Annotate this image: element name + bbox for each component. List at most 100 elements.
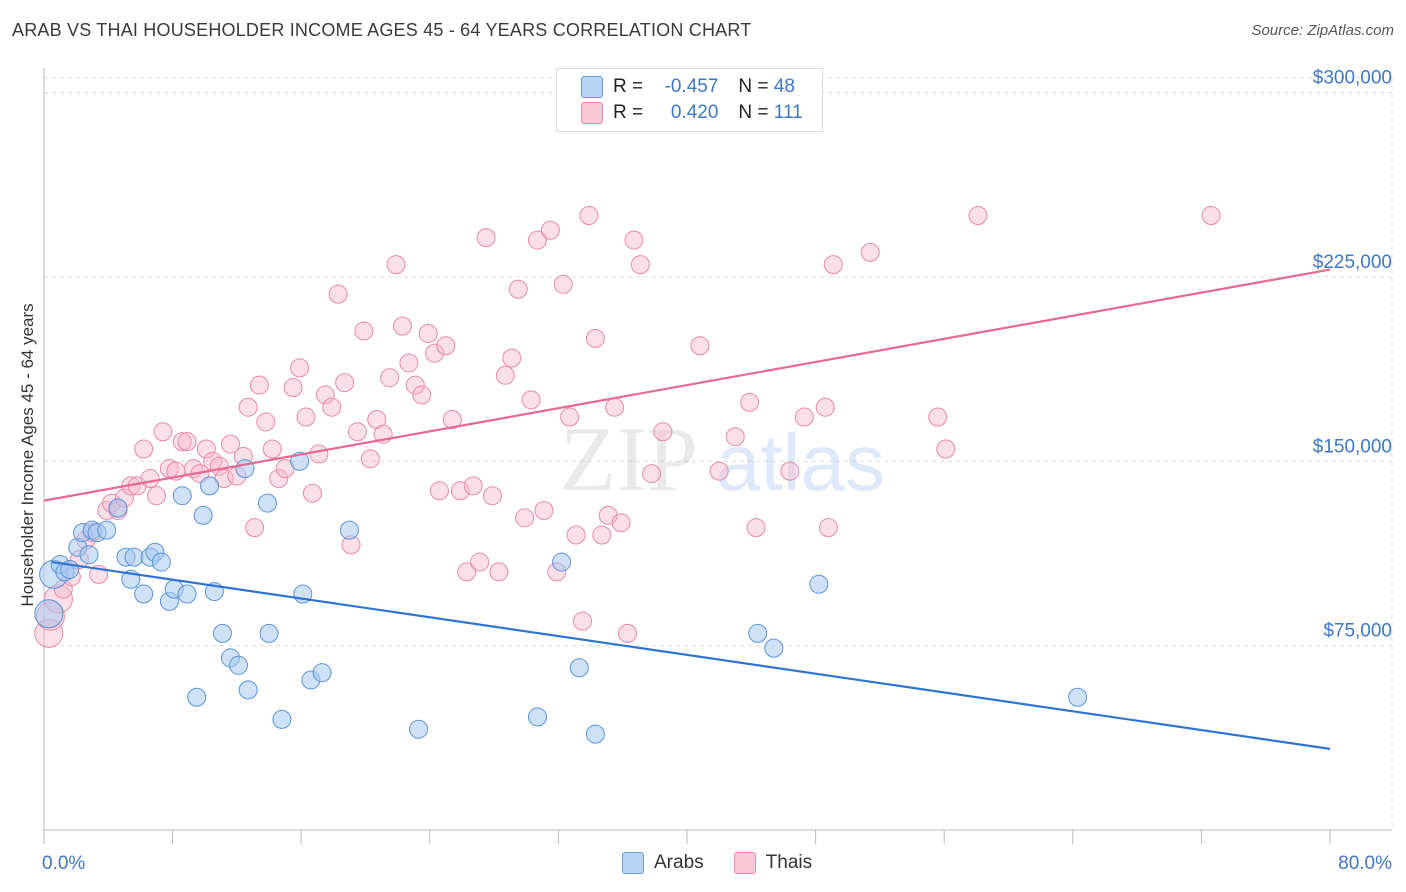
thai-point-44 bbox=[315, 385, 335, 405]
thai-point-91 bbox=[618, 623, 638, 643]
arab-point-44 bbox=[585, 724, 605, 744]
thai-point-63 bbox=[436, 336, 456, 356]
arab-trend-line bbox=[51, 560, 1331, 750]
arab-points bbox=[34, 451, 1088, 744]
legend-n-label-arabs: N = bbox=[738, 76, 769, 97]
legend-item-arabs: Arabs bbox=[622, 852, 704, 874]
thai-point-41 bbox=[296, 407, 316, 427]
thai-point-101 bbox=[780, 461, 800, 481]
legend-r-label-arabs: R = bbox=[613, 76, 644, 97]
watermark-zip: ZIP bbox=[560, 408, 698, 510]
thai-point-22 bbox=[177, 432, 197, 452]
thai-point-17 bbox=[147, 486, 167, 506]
arab-point-33 bbox=[259, 623, 279, 643]
thai-point-54 bbox=[380, 368, 400, 388]
chart-source: Source: ZipAtlas.com bbox=[1251, 22, 1394, 39]
x-tick-label-0: 0.0% bbox=[42, 853, 85, 874]
arabs-legend-label: Arabs bbox=[654, 852, 704, 873]
thai-point-69 bbox=[476, 228, 496, 248]
arab-point-41 bbox=[528, 707, 548, 727]
thai-point-34 bbox=[249, 375, 269, 395]
thai-point-59 bbox=[412, 385, 432, 405]
thai-point-86 bbox=[585, 328, 605, 348]
x-tick-label-1: 80.0% bbox=[1338, 853, 1392, 874]
thai-point-81 bbox=[553, 274, 573, 294]
thai-point-16 bbox=[140, 468, 160, 488]
arab-point-31 bbox=[238, 680, 258, 700]
arab-point-25 bbox=[200, 476, 220, 496]
y-tick-labels: $75,000 $150,000 $225,000 $300,000 bbox=[1313, 68, 1392, 642]
y-axis-title: Householder Income Ages 45 - 64 years bbox=[18, 303, 37, 606]
thai-point-73 bbox=[502, 348, 522, 368]
thais-legend-label: Thais bbox=[765, 852, 813, 873]
arab-point-35 bbox=[290, 451, 310, 471]
thai-point-43 bbox=[309, 444, 329, 464]
legend-n-value-arabs: 48 bbox=[773, 76, 795, 97]
thai-point-85 bbox=[579, 205, 599, 225]
watermark-atlas: atlas bbox=[716, 418, 885, 507]
arab-point-43 bbox=[569, 658, 589, 678]
thai-point-97 bbox=[709, 461, 729, 481]
thai-point-29 bbox=[220, 434, 240, 454]
thai-point-77 bbox=[528, 230, 548, 250]
thai-point-64 bbox=[442, 410, 462, 430]
arab-point-47 bbox=[809, 574, 829, 594]
y-tick-label-2: $225,000 bbox=[1313, 252, 1392, 273]
thai-swatch bbox=[581, 102, 603, 124]
legend-r-value-thais: 0.420 bbox=[670, 102, 719, 123]
arab-point-48 bbox=[1068, 687, 1088, 707]
thai-point-67 bbox=[463, 476, 483, 496]
arab-point-42 bbox=[552, 552, 572, 572]
arab-point-46 bbox=[764, 638, 784, 658]
thai-point-68 bbox=[470, 552, 490, 572]
arab-point-0 bbox=[34, 599, 64, 629]
thai-point-90 bbox=[611, 513, 631, 533]
thai-point-100 bbox=[746, 518, 766, 538]
arab-point-22 bbox=[177, 584, 197, 604]
legend-row-thais: R = 0.420 N = 111 bbox=[581, 100, 803, 126]
thai-point-79 bbox=[540, 220, 560, 240]
legend-item-thais: Thais bbox=[733, 852, 813, 874]
thai-point-107 bbox=[928, 407, 948, 427]
thai-point-105 bbox=[823, 255, 843, 275]
thai-point-70 bbox=[482, 486, 502, 506]
arab-point-23 bbox=[187, 687, 207, 707]
legend-n-value-thais: 111 bbox=[773, 102, 803, 123]
arab-point-18 bbox=[151, 552, 171, 572]
arabs-legend-swatch bbox=[622, 852, 644, 874]
series-legend: Arabs Thais bbox=[622, 852, 842, 874]
chart-title: ARAB VS THAI HOUSEHOLDER INCOME AGES 45 … bbox=[12, 20, 752, 40]
thais-legend-swatch bbox=[733, 852, 756, 874]
thai-point-62 bbox=[429, 481, 449, 501]
y-tick-label-1: $150,000 bbox=[1313, 436, 1392, 457]
arab-point-15 bbox=[134, 584, 154, 604]
thai-point-49 bbox=[347, 422, 367, 442]
thai-point-102 bbox=[794, 407, 814, 427]
thai-point-108 bbox=[936, 439, 956, 459]
y-tick-label-3: $300,000 bbox=[1313, 68, 1392, 89]
thai-point-78 bbox=[534, 500, 554, 520]
y-tick-label-0: $75,000 bbox=[1323, 621, 1392, 642]
thai-point-39 bbox=[283, 378, 303, 398]
thai-point-106 bbox=[860, 242, 880, 262]
arab-point-10 bbox=[97, 520, 117, 540]
legend-row-arabs: R = -0.457 N = 48 bbox=[581, 74, 795, 100]
thai-point-51 bbox=[360, 449, 380, 469]
thai-point-99 bbox=[740, 392, 760, 412]
legend-r-label-thais: R = bbox=[613, 102, 644, 123]
thai-point-110 bbox=[1201, 205, 1221, 225]
thai-point-96 bbox=[690, 336, 710, 356]
arab-point-40 bbox=[409, 719, 429, 739]
arab-point-45 bbox=[748, 623, 768, 643]
arab-point-11 bbox=[108, 498, 128, 518]
thai-point-93 bbox=[630, 255, 650, 275]
arab-swatch bbox=[581, 76, 603, 98]
arab-point-24 bbox=[193, 505, 213, 525]
thai-point-15 bbox=[134, 439, 154, 459]
thai-point-87 bbox=[592, 525, 612, 545]
arab-point-14 bbox=[124, 547, 144, 567]
thai-point-72 bbox=[495, 365, 515, 385]
thai-point-36 bbox=[262, 439, 282, 459]
thai-point-33 bbox=[245, 518, 265, 538]
